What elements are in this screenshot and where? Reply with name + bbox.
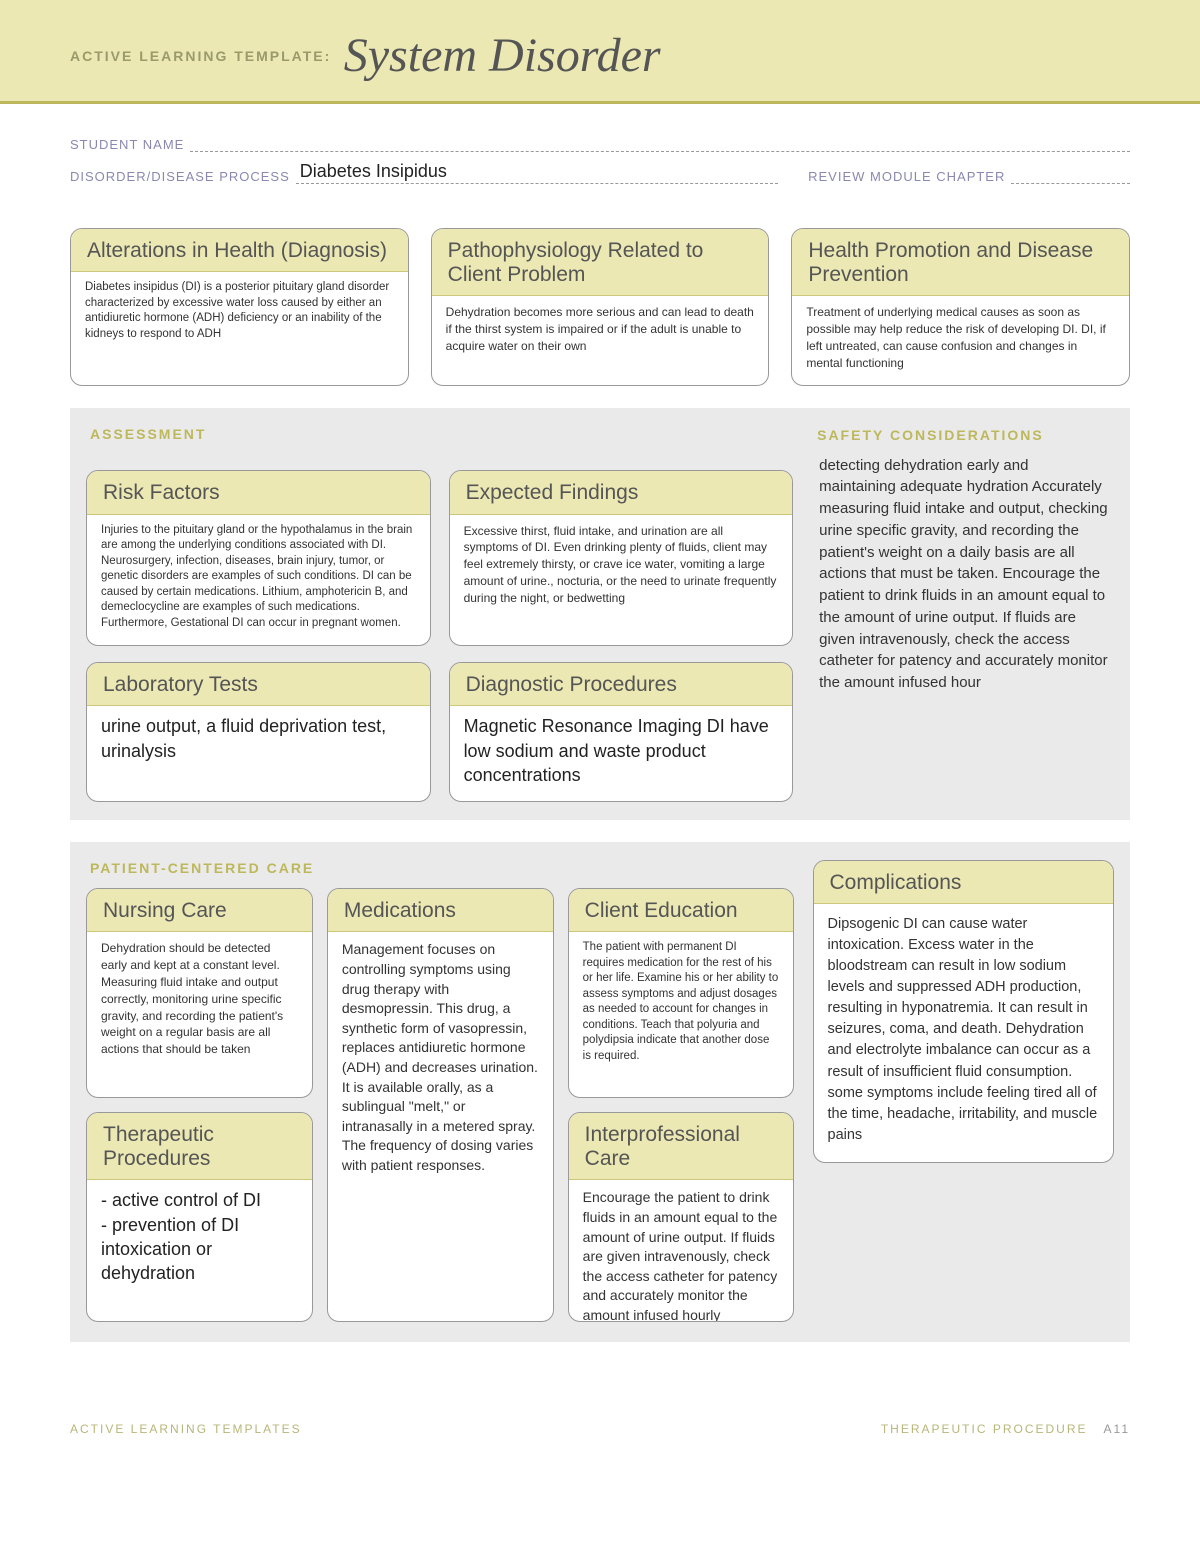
safety-heading: SAFETY CONSIDERATIONS <box>817 426 1114 444</box>
pcc-col-3: Client Education The patient with perman… <box>568 888 795 1322</box>
risk-body: Injuries to the pituitary gland or the h… <box>87 515 430 646</box>
patho-body: Dehydration becomes more serious and can… <box>432 296 769 368</box>
diag-title: Diagnostic Procedures <box>450 663 793 706</box>
expected-card: Expected Findings Excessive thirst, flui… <box>449 470 794 646</box>
expected-body: Excessive thirst, fluid intake, and urin… <box>450 515 793 621</box>
labs-title: Laboratory Tests <box>87 663 430 706</box>
meta-block: STUDENT NAME DISORDER/DISEASE PROCESS Di… <box>0 104 1200 218</box>
assessment-section: ASSESSMENT Risk Factors Injuries to the … <box>70 408 1130 820</box>
complications-card: Complications Dipsogenic DI can cause wa… <box>813 860 1115 1162</box>
alterations-card: Alterations in Health (Diagnosis) Diabet… <box>70 228 409 386</box>
disorder-row: DISORDER/DISEASE PROCESS Diabetes Insipi… <box>70 166 1130 184</box>
header-title: System Disorder <box>344 28 661 83</box>
page: ACTIVE LEARNING TEMPLATE: System Disorde… <box>0 0 1200 1476</box>
student-row: STUDENT NAME <box>70 134 1130 152</box>
pcc-section: PATIENT-CENTERED CARE Nursing Care Dehyd… <box>70 842 1130 1342</box>
safety-column: SAFETY CONSIDERATIONS detecting dehydrat… <box>813 422 1114 802</box>
disorder-line[interactable]: Diabetes Insipidus <box>296 166 778 184</box>
student-line[interactable] <box>190 134 1130 152</box>
student-label: STUDENT NAME <box>70 137 184 152</box>
nursing-body: Dehydration should be detected early and… <box>87 932 312 1072</box>
patho-card: Pathophysiology Related to Client Proble… <box>431 228 770 386</box>
alterations-body: Diabetes insipidus (DI) is a posterior p… <box>71 272 408 356</box>
diag-card: Diagnostic Procedures Magnetic Resonance… <box>449 662 794 802</box>
therapeutic-body: - active control of DI - prevention of D… <box>87 1180 312 1299</box>
diag-body: Magnetic Resonance Imaging DI have low s… <box>450 706 793 801</box>
pcc-col-1: Nursing Care Dehydration should be detec… <box>86 888 313 1322</box>
risk-title: Risk Factors <box>87 471 430 514</box>
therapeutic-title: Therapeutic Procedures <box>87 1113 312 1180</box>
disorder-value: Diabetes Insipidus <box>300 161 447 182</box>
health-promo-title: Health Promotion and Disease Prevention <box>792 229 1129 296</box>
risk-card: Risk Factors Injuries to the pituitary g… <box>86 470 431 646</box>
complications-title: Complications <box>814 861 1114 904</box>
pcc-left: PATIENT-CENTERED CARE Nursing Care Dehyd… <box>86 856 795 1322</box>
labs-body: urine output, a fluid deprivation test, … <box>87 706 430 777</box>
footer-left: ACTIVE LEARNING TEMPLATES <box>70 1422 302 1436</box>
meds-title: Medications <box>328 889 553 932</box>
expected-title: Expected Findings <box>450 471 793 514</box>
health-promo-card: Health Promotion and Disease Prevention … <box>791 228 1130 386</box>
client-ed-body: The patient with permanent DI requires m… <box>569 932 794 1078</box>
health-promo-body: Treatment of underlying medical causes a… <box>792 296 1129 385</box>
meds-card: Medications Management focuses on contro… <box>327 888 554 1322</box>
meds-body: Management focuses on controlling sympto… <box>328 932 553 1189</box>
top-row: Alterations in Health (Diagnosis) Diabet… <box>70 228 1130 386</box>
assessment-heading: ASSESSMENT <box>90 426 793 442</box>
labs-card: Laboratory Tests urine output, a fluid d… <box>86 662 431 802</box>
inter-body: Encourage the patient to drink fluids in… <box>569 1180 794 1322</box>
inter-title: Interprofessional Care <box>569 1113 794 1180</box>
footer-right-label: THERAPEUTIC PROCEDURE <box>881 1422 1088 1436</box>
disorder-label: DISORDER/DISEASE PROCESS <box>70 169 290 184</box>
pcc-col-2: Medications Management focuses on contro… <box>327 888 554 1322</box>
header-band: ACTIVE LEARNING TEMPLATE: System Disorde… <box>0 0 1200 104</box>
nursing-card: Nursing Care Dehydration should be detec… <box>86 888 313 1098</box>
assessment-left: ASSESSMENT Risk Factors Injuries to the … <box>86 422 793 802</box>
chapter-line[interactable] <box>1011 166 1130 184</box>
complications-body: Dipsogenic DI can cause water intoxicati… <box>814 904 1114 1161</box>
content: Alterations in Health (Diagnosis) Diabet… <box>0 218 1200 1404</box>
inter-card: Interprofessional Care Encourage the pat… <box>568 1112 795 1322</box>
nursing-title: Nursing Care <box>87 889 312 932</box>
pcc-right: Complications Dipsogenic DI can cause wa… <box>813 856 1115 1322</box>
footer: ACTIVE LEARNING TEMPLATES THERAPEUTIC PR… <box>0 1404 1200 1476</box>
therapeutic-card: Therapeutic Procedures - active control … <box>86 1112 313 1322</box>
chapter-label: REVIEW MODULE CHAPTER <box>808 169 1005 184</box>
footer-right: THERAPEUTIC PROCEDURE A11 <box>881 1422 1130 1436</box>
safety-body: detecting dehydration early and maintain… <box>813 455 1114 694</box>
client-ed-title: Client Education <box>569 889 794 932</box>
footer-page: A11 <box>1104 1422 1130 1436</box>
client-ed-card: Client Education The patient with perman… <box>568 888 795 1098</box>
alterations-title: Alterations in Health (Diagnosis) <box>71 229 408 272</box>
header-prefix: ACTIVE LEARNING TEMPLATE: <box>70 48 331 64</box>
patho-title: Pathophysiology Related to Client Proble… <box>432 229 769 296</box>
pcc-heading: PATIENT-CENTERED CARE <box>90 860 795 876</box>
